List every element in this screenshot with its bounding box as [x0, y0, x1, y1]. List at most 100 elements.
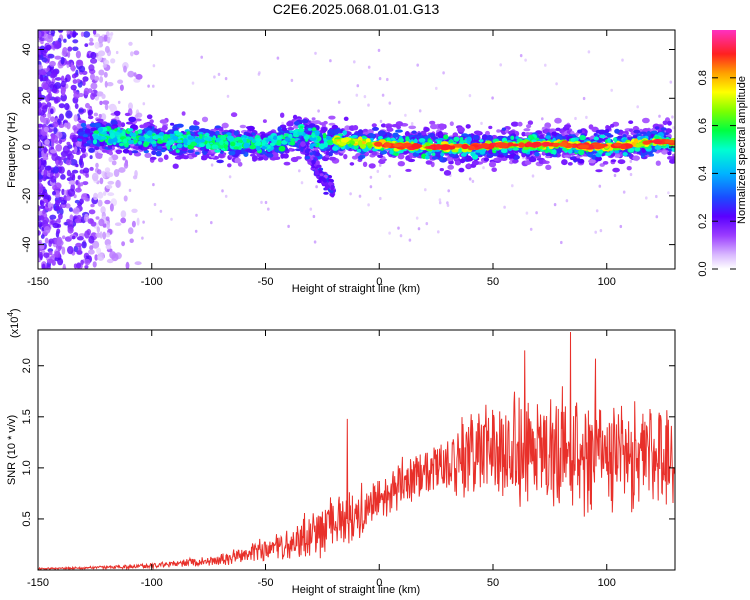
heatmap-ridge-cell [307, 127, 312, 131]
x-tick-label: 50 [487, 276, 499, 288]
heatmap-noise-cell [81, 241, 87, 249]
heatmap-ridge-cell [386, 127, 394, 132]
heatmap-ridge-cell [163, 133, 169, 140]
heatmap-noise-cell [71, 235, 76, 240]
heatmap-ridge-cell [313, 147, 319, 151]
heatmap-noise-cell [418, 109, 422, 113]
heatmap-ridge-cell [312, 143, 317, 147]
heatmap-ridge-cell [323, 191, 329, 195]
heatmap-noise-cell [67, 220, 74, 226]
heatmap-noise-cell [82, 76, 89, 82]
heatmap-ridge-cell [239, 124, 247, 129]
heatmap-ridge-cell [316, 164, 322, 168]
heatmap-noise-cell [73, 146, 78, 154]
heatmap-ridge-cell [332, 146, 339, 151]
heatmap-noise-cell [40, 69, 46, 76]
heatmap-noise-cell [312, 214, 316, 219]
heatmap-noise-cell [62, 235, 66, 240]
heatmap-noise-cell [69, 172, 76, 179]
heatmap-noise-cell [224, 194, 228, 198]
heatmap-noise-cell [102, 64, 107, 68]
heatmap-noise-cell [107, 192, 115, 197]
heatmap-ridge-cell [365, 138, 371, 144]
heatmap-noise-cell [102, 100, 110, 105]
heatmap-ridge-cell [251, 155, 258, 161]
heatmap-ridge-cell [398, 154, 405, 160]
heatmap-ridge-cell [595, 156, 602, 162]
heatmap-noise-cell [529, 227, 533, 231]
heatmap-ridge-cell [78, 120, 87, 124]
heatmap-ridge-cell [325, 135, 332, 140]
heatmap-noise-cell [60, 199, 67, 205]
heatmap-noise-cell [38, 230, 41, 236]
heatmap-noise-cell [397, 226, 400, 230]
heatmap-noise-cell [44, 139, 50, 145]
heatmap-ridge-cell [290, 156, 299, 163]
heatmap-noise-cell [67, 46, 73, 52]
heatmap-noise-cell [67, 246, 74, 255]
heatmap-ridge-cell [247, 125, 255, 131]
spectrogram-data [38, 30, 675, 269]
heatmap-noise-cell [195, 213, 198, 217]
heatmap-noise-cell [471, 179, 475, 183]
heatmap-ridge-cell [610, 123, 615, 128]
heatmap-noise-cell [93, 192, 98, 201]
heatmap-noise-cell [109, 104, 118, 114]
heatmap-ridge-cell [358, 155, 364, 161]
heatmap-noise-cell [50, 175, 57, 183]
heatmap-ridge-cell [80, 147, 87, 153]
heatmap-ridge-cell [297, 128, 305, 133]
heatmap-noise-cell [88, 42, 95, 46]
heatmap-noise-cell [105, 216, 110, 221]
heatmap-noise-cell [482, 166, 485, 170]
heatmap-ridge-cell [214, 125, 221, 129]
heatmap-ridge-cell [281, 127, 288, 132]
heatmap-ridge-cell [497, 142, 509, 149]
heatmap-noise-cell [228, 175, 232, 179]
heatmap-ridge-cell [501, 127, 506, 131]
heatmap-noise-cell [46, 56, 50, 63]
heatmap-noise-cell [524, 58, 527, 62]
heatmap-noise-cell [128, 102, 133, 111]
heatmap-ridge-cell [87, 115, 94, 120]
heatmap-ridge-cell [632, 155, 640, 161]
heatmap-ridge-cell [172, 135, 179, 141]
heatmap-ridge-cell [475, 150, 482, 153]
heatmap-noise-cell [97, 191, 104, 199]
heatmap-noise-cell [41, 263, 46, 269]
heatmap-ridge-cell [127, 139, 134, 145]
heatmap-noise-cell [381, 93, 385, 97]
heatmap-ridge-cell [150, 156, 157, 160]
heatmap-noise-cell [369, 185, 373, 189]
heatmap-ridge-cell [368, 163, 376, 169]
heatmap-ridge-cell [83, 143, 91, 147]
heatmap-ridge-cell [480, 143, 490, 149]
heatmap-noise-cell [38, 150, 42, 159]
heatmap-ridge-cell [149, 119, 154, 124]
heatmap-ridge-cell [527, 120, 534, 125]
heatmap-ridge-cell [606, 125, 612, 131]
heatmap-ridge-cell [352, 125, 359, 131]
heatmap-noise-cell [54, 77, 62, 81]
heatmap-ridge-cell [365, 142, 373, 147]
heatmap-ridge-cell [266, 153, 274, 158]
heatmap-noise-cell [58, 139, 63, 145]
heatmap-noise-cell [61, 90, 66, 97]
heatmap-noise-cell [264, 200, 268, 205]
heatmap-noise-cell [67, 50, 71, 58]
heatmap-noise-cell [41, 81, 49, 90]
heatmap-noise-cell [104, 167, 111, 173]
heatmap-ridge-cell [561, 159, 568, 166]
heatmap-ridge-cell [280, 153, 285, 159]
heatmap-noise-cell [599, 229, 603, 233]
heatmap-noise-cell [317, 109, 320, 113]
heatmap-noise-cell [55, 159, 59, 165]
heatmap-noise-cell [83, 31, 91, 38]
heatmap-ridge-cell [240, 134, 248, 139]
heatmap-ridge-cell [311, 132, 316, 139]
heatmap-noise-cell [386, 77, 389, 82]
heatmap-ridge-cell [328, 122, 336, 126]
heatmap-noise-cell [80, 31, 84, 37]
heatmap-ridge-cell [183, 138, 188, 145]
